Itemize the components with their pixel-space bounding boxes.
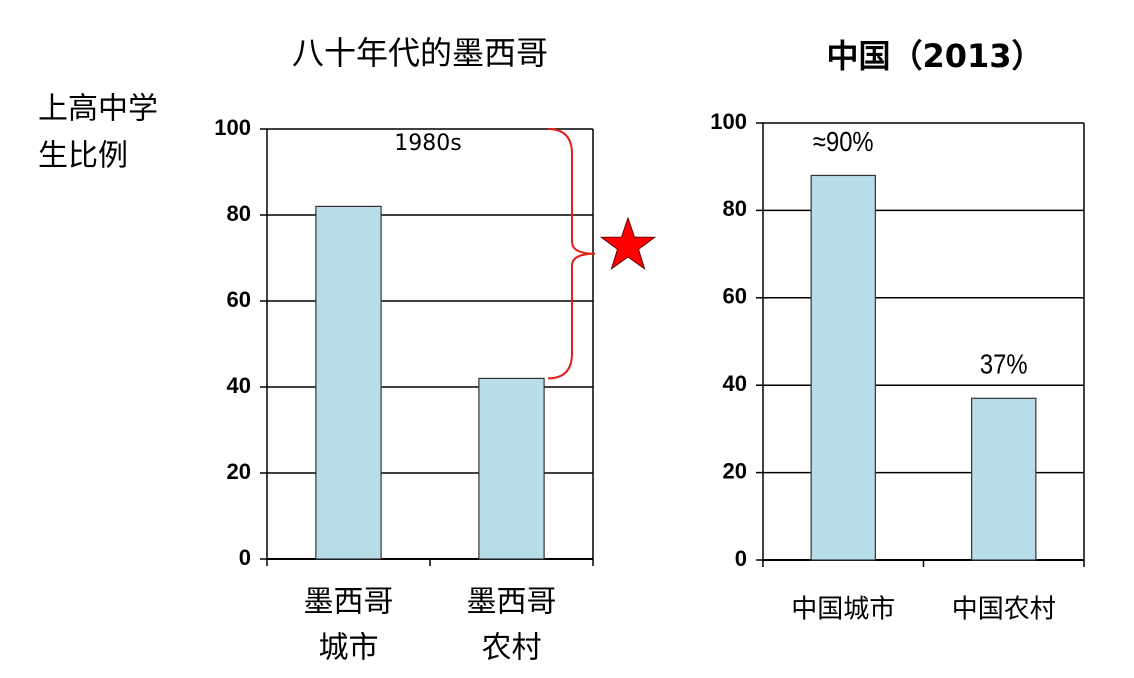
y-tick-label: 0 (239, 545, 251, 570)
chart-title: 八十年代的墨西哥 (292, 34, 548, 72)
bar (810, 174, 876, 561)
star (599, 216, 657, 270)
data-label: 37% (980, 348, 1028, 380)
x-tick-label: 农村 (482, 631, 542, 666)
y-tick-label: 100 (710, 109, 747, 134)
y-tick-label: 20 (723, 458, 747, 483)
y-tick-label: 100 (214, 115, 251, 140)
data-label: ≈90% (813, 125, 874, 157)
x-tick-label: 中国城市 (791, 595, 895, 625)
bar (315, 205, 382, 560)
chart-title: 中国（2013） (826, 37, 1043, 75)
x-tick-label: 中国农村 (952, 595, 1056, 625)
y-tick-label: 40 (723, 371, 747, 396)
y-tick-label: 0 (735, 546, 747, 571)
y-tick-label: 40 (227, 373, 251, 398)
x-tick-label: 城市 (319, 631, 379, 666)
y-tick-label: 20 (227, 459, 251, 484)
y-tick-label: 60 (227, 287, 251, 312)
brace (547, 128, 596, 380)
x-tick-label: 墨西哥 (304, 585, 394, 620)
y-tick-label: 60 (723, 284, 747, 309)
y-axis-label: 生比例 (38, 139, 128, 174)
y-tick-label: 80 (723, 196, 747, 221)
bar (971, 397, 1037, 561)
x-tick-label: 墨西哥 (467, 585, 557, 620)
annotation: 1980s (394, 131, 461, 156)
y-tick-label: 80 (227, 201, 251, 226)
y-axis-label: 上高中学 (38, 92, 158, 127)
bar (478, 377, 545, 560)
